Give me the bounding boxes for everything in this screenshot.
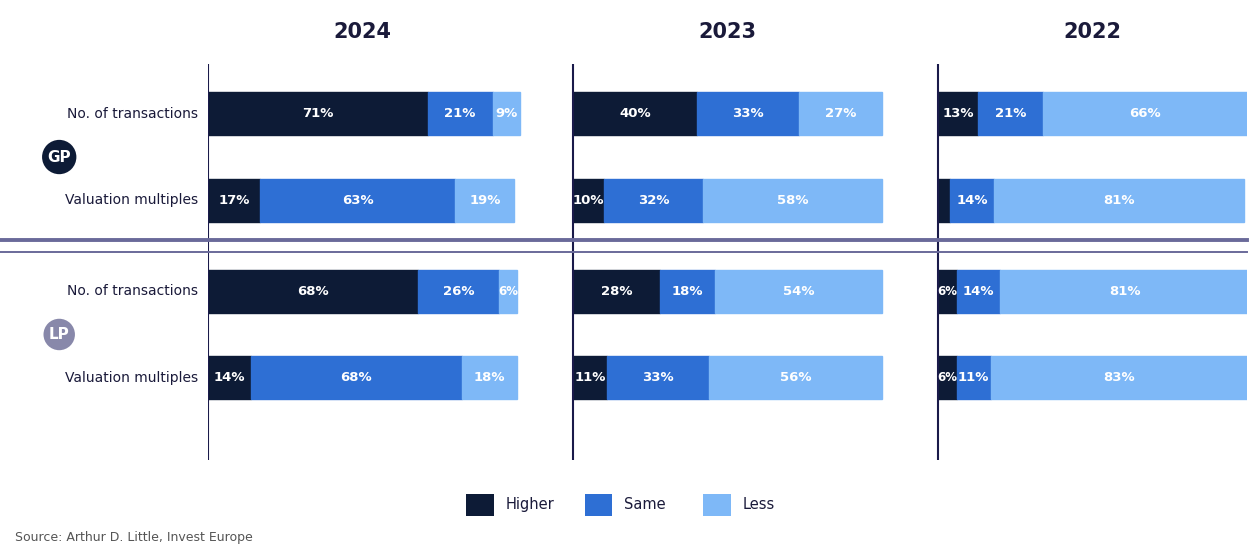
Bar bbox=[1000, 270, 1250, 312]
Bar bbox=[956, 357, 990, 400]
Bar bbox=[427, 92, 493, 135]
Bar bbox=[950, 179, 994, 222]
Text: 81%: 81% bbox=[1104, 194, 1135, 207]
Bar bbox=[607, 357, 709, 400]
Bar bbox=[697, 92, 799, 135]
Text: GP: GP bbox=[48, 150, 71, 165]
Text: 33%: 33% bbox=[643, 371, 674, 384]
Text: 66%: 66% bbox=[1129, 107, 1162, 120]
Text: 6%: 6% bbox=[498, 285, 518, 297]
Text: 18%: 18% bbox=[474, 371, 505, 384]
Bar bbox=[978, 92, 1043, 135]
Bar bbox=[499, 270, 518, 312]
Text: 71%: 71% bbox=[302, 107, 334, 120]
Text: 14%: 14% bbox=[956, 194, 988, 207]
Text: Same: Same bbox=[624, 498, 665, 512]
Bar bbox=[716, 270, 882, 312]
Text: 81%: 81% bbox=[1110, 285, 1142, 297]
Text: No. of transactions: No. of transactions bbox=[67, 107, 198, 121]
Text: 27%: 27% bbox=[825, 107, 857, 120]
Text: 26%: 26% bbox=[442, 285, 474, 297]
Bar bbox=[208, 92, 427, 135]
Text: 33%: 33% bbox=[732, 107, 764, 120]
Bar bbox=[709, 357, 882, 400]
Text: 13%: 13% bbox=[942, 107, 974, 120]
Text: 63%: 63% bbox=[343, 194, 374, 207]
Bar bbox=[799, 92, 882, 135]
Text: 11%: 11% bbox=[575, 371, 606, 384]
Bar bbox=[956, 270, 1000, 312]
Bar bbox=[573, 270, 659, 312]
Text: 19%: 19% bbox=[469, 194, 500, 207]
Text: 18%: 18% bbox=[672, 285, 703, 297]
Text: 21%: 21% bbox=[995, 107, 1027, 120]
Text: Higher: Higher bbox=[505, 498, 554, 512]
Text: 21%: 21% bbox=[445, 107, 476, 120]
Bar bbox=[937, 357, 956, 400]
Bar bbox=[659, 270, 716, 312]
Text: 6%: 6% bbox=[937, 371, 958, 384]
Bar bbox=[937, 270, 956, 312]
Text: 10%: 10% bbox=[573, 194, 605, 207]
Text: 83%: 83% bbox=[1104, 371, 1135, 384]
Text: 40%: 40% bbox=[619, 107, 650, 120]
Bar bbox=[208, 179, 261, 222]
Text: 28%: 28% bbox=[601, 285, 633, 297]
FancyBboxPatch shape bbox=[703, 494, 731, 516]
Text: 68%: 68% bbox=[340, 371, 372, 384]
Text: 14%: 14% bbox=[963, 285, 994, 297]
Bar bbox=[937, 92, 978, 135]
Text: 11%: 11% bbox=[958, 371, 989, 384]
Text: 9%: 9% bbox=[495, 107, 518, 120]
Text: Source: Arthur D. Little, Invest Europe: Source: Arthur D. Little, Invest Europe bbox=[15, 531, 253, 544]
Text: 2023: 2023 bbox=[698, 22, 757, 42]
Bar bbox=[208, 270, 418, 312]
Bar bbox=[461, 357, 518, 400]
Text: No. of transactions: No. of transactions bbox=[67, 284, 198, 298]
Text: 14%: 14% bbox=[214, 371, 246, 384]
FancyBboxPatch shape bbox=[585, 494, 612, 516]
Bar bbox=[1043, 92, 1247, 135]
Bar bbox=[573, 92, 697, 135]
Text: 32%: 32% bbox=[638, 194, 669, 207]
Text: Valuation multiples: Valuation multiples bbox=[64, 371, 198, 385]
Bar bbox=[455, 179, 514, 222]
Text: 54%: 54% bbox=[782, 285, 814, 297]
Bar bbox=[703, 179, 882, 222]
Text: 56%: 56% bbox=[780, 371, 811, 384]
Text: 2024: 2024 bbox=[334, 22, 392, 42]
FancyBboxPatch shape bbox=[466, 494, 494, 516]
Bar bbox=[990, 357, 1247, 400]
Text: LP: LP bbox=[49, 327, 69, 342]
Bar bbox=[573, 179, 604, 222]
Text: Less: Less bbox=[742, 498, 775, 512]
Text: 17%: 17% bbox=[218, 194, 249, 207]
Text: 58%: 58% bbox=[777, 194, 809, 207]
Bar bbox=[208, 357, 251, 400]
Bar bbox=[573, 357, 607, 400]
Bar bbox=[994, 179, 1245, 222]
Bar bbox=[604, 179, 703, 222]
Text: 6%: 6% bbox=[937, 285, 958, 297]
Bar bbox=[418, 270, 499, 312]
Bar bbox=[261, 179, 455, 222]
Bar bbox=[493, 92, 520, 135]
Text: 2022: 2022 bbox=[1063, 22, 1121, 42]
Bar bbox=[251, 357, 461, 400]
Text: 68%: 68% bbox=[297, 285, 329, 297]
Bar bbox=[937, 179, 950, 222]
Text: Valuation multiples: Valuation multiples bbox=[64, 194, 198, 208]
